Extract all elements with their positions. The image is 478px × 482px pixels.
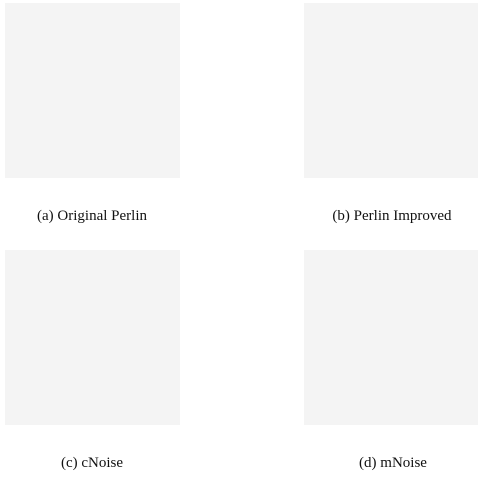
figure: (a) Original Perlin (b) Perlin Improved … <box>0 0 478 477</box>
caption: (a) Original Perlin <box>37 208 147 224</box>
caption: (c) cNoise <box>61 455 123 471</box>
caption: (d) mNoise <box>359 455 427 471</box>
noise-image <box>304 250 478 425</box>
noise-image <box>5 250 180 425</box>
noise-image <box>5 3 180 178</box>
noise-image <box>304 3 478 178</box>
caption: (b) Perlin Improved <box>332 208 452 224</box>
